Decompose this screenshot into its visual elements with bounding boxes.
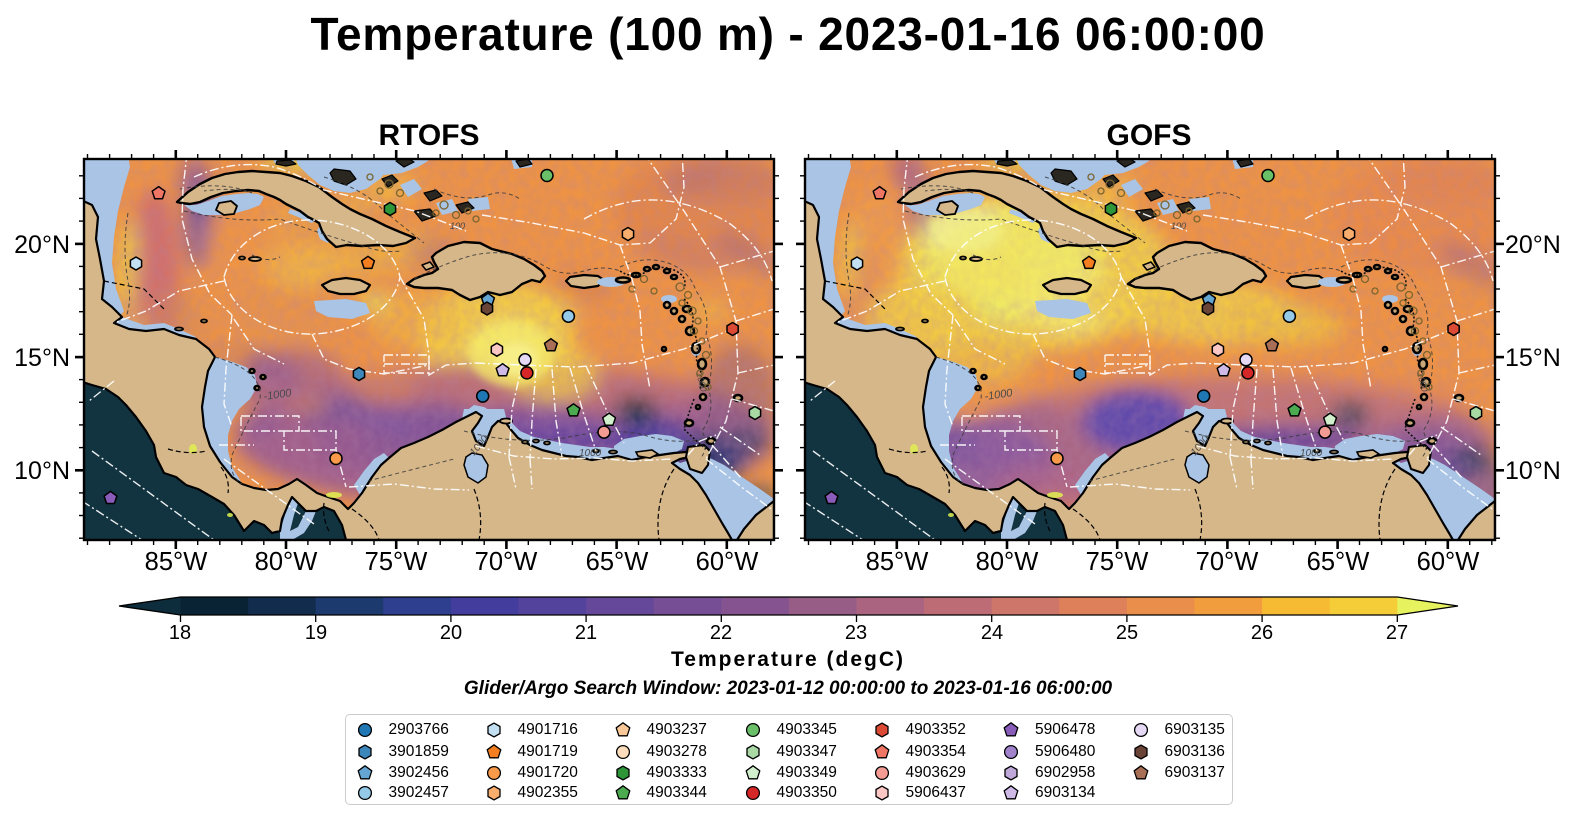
svg-text:100: 100: [450, 221, 465, 231]
svg-text:1000: 1000: [1300, 448, 1323, 459]
svg-text:1000: 1000: [579, 448, 602, 459]
svg-text:100: 100: [1171, 221, 1186, 231]
svg-text:-1000: -1000: [984, 387, 1014, 403]
svg-text:-1000: -1000: [263, 387, 293, 403]
